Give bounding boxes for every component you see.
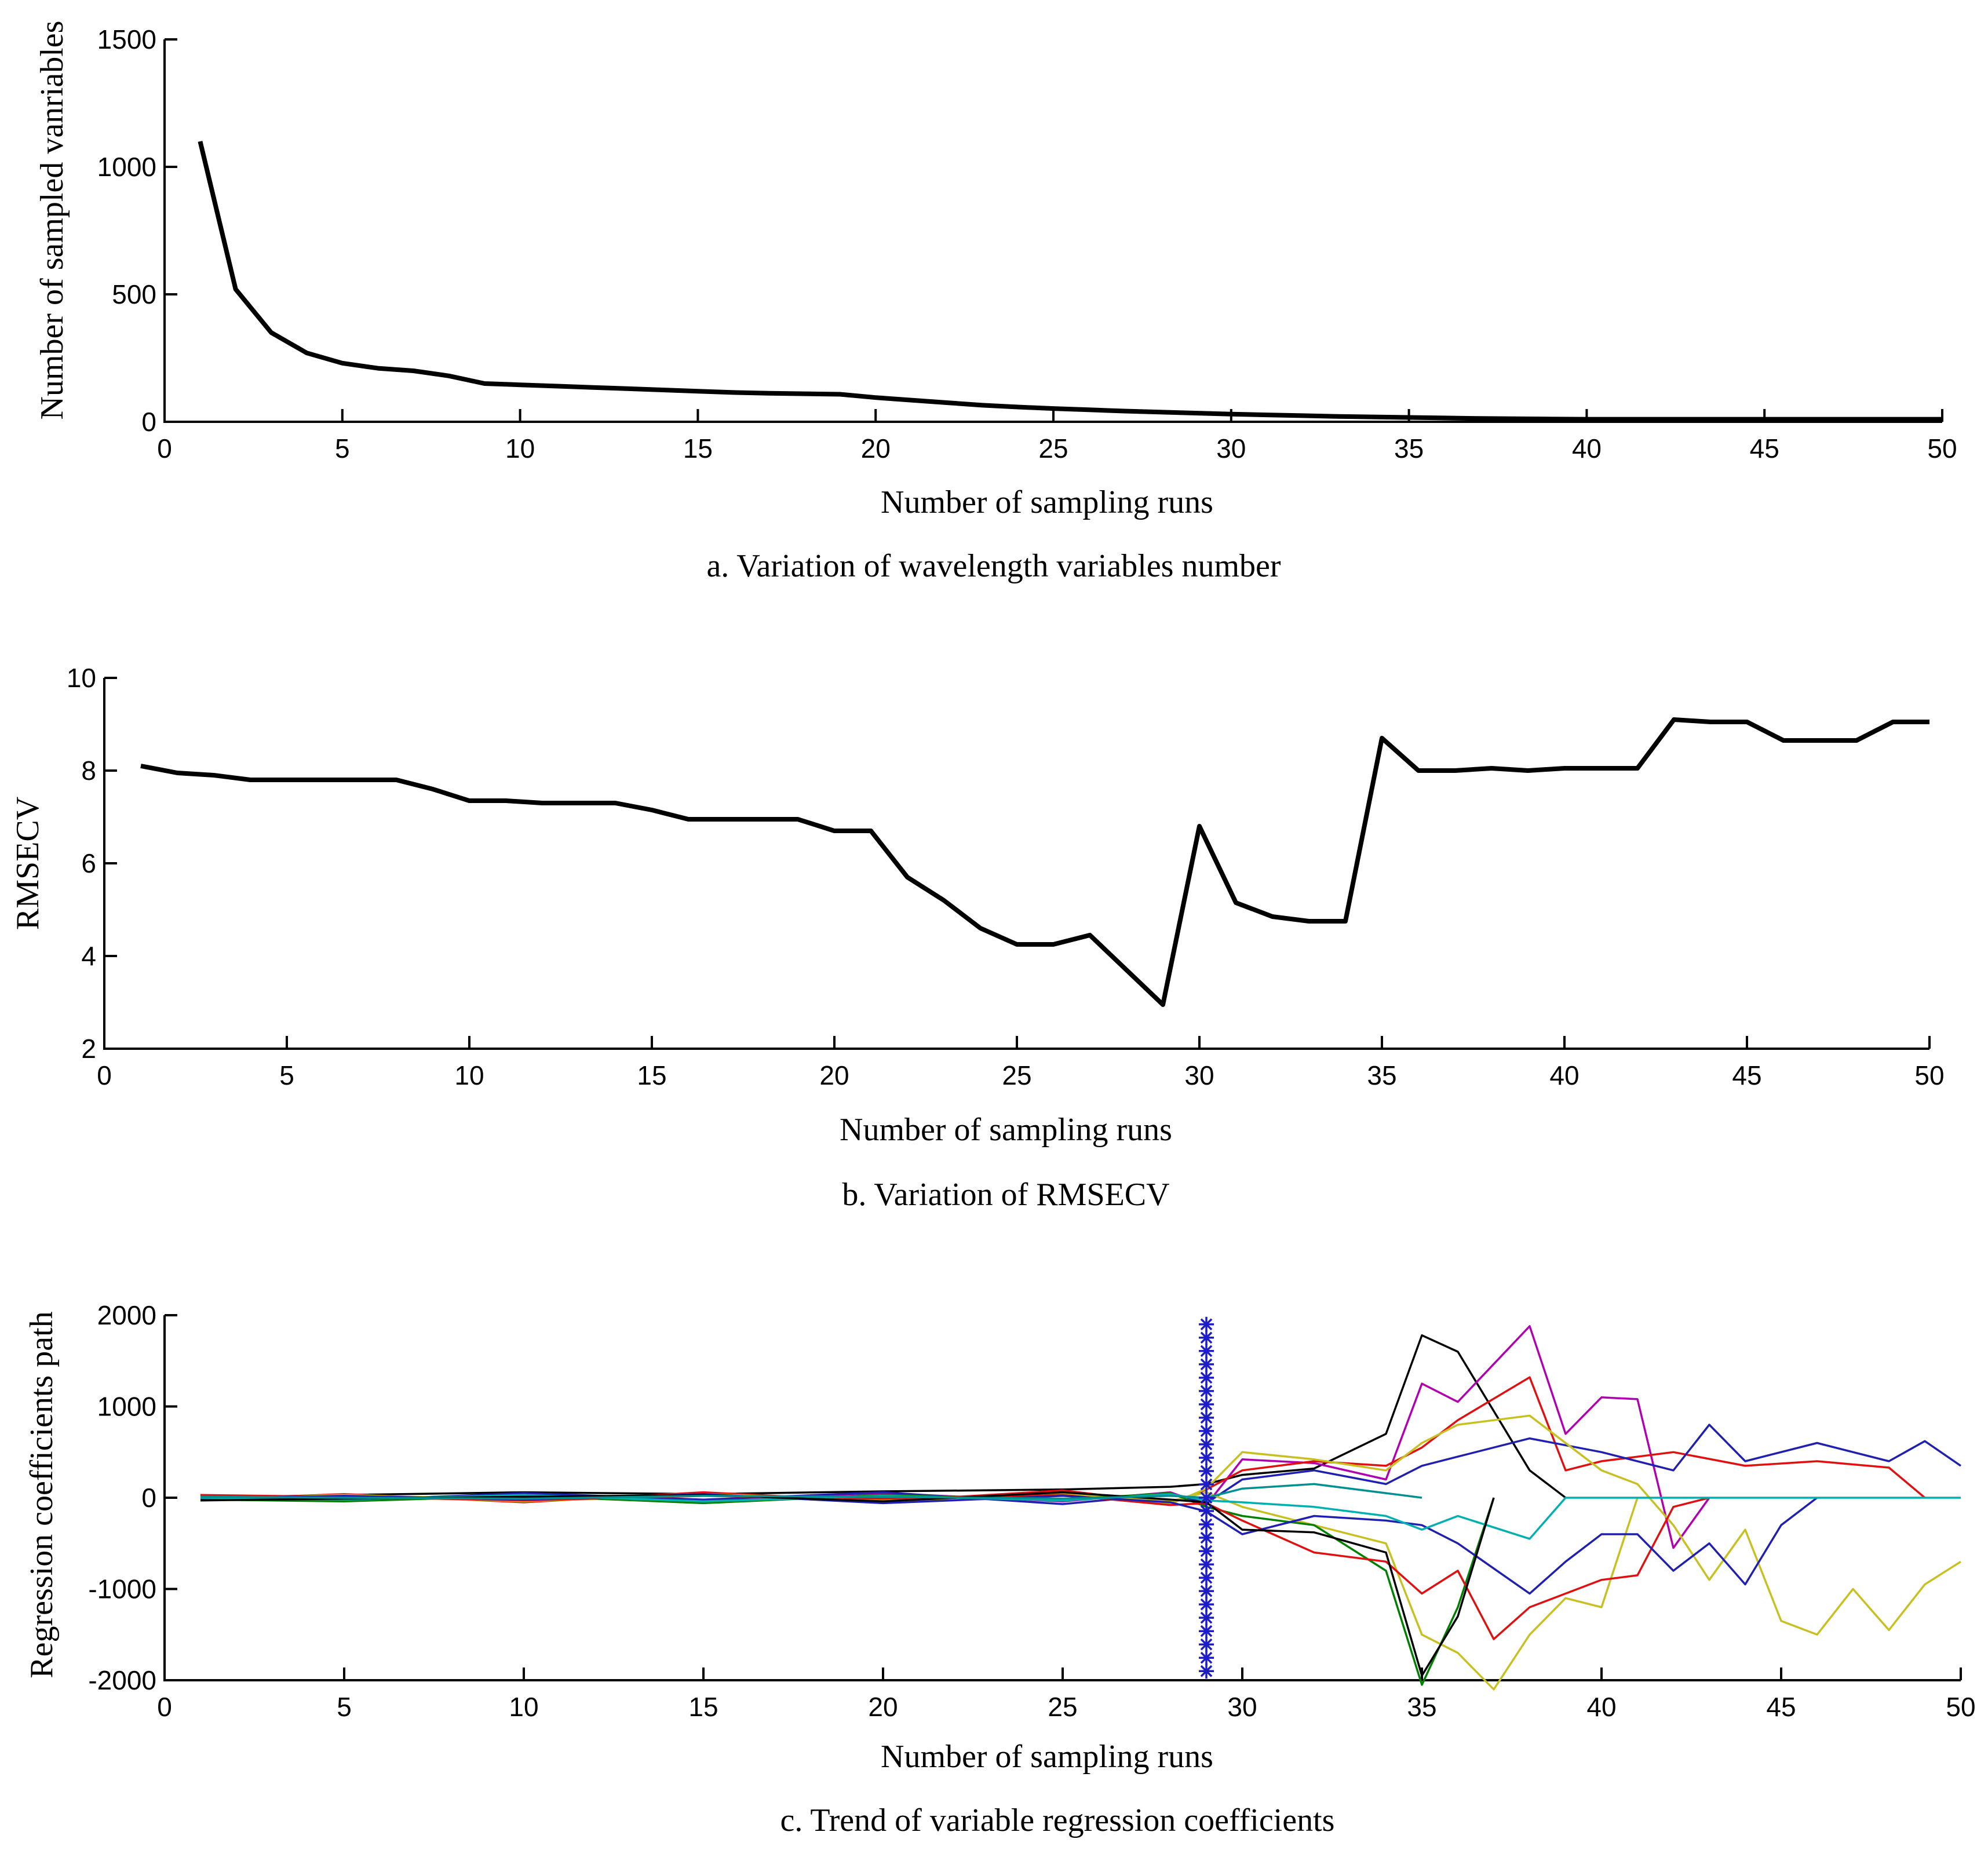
chart-b-ytick-label: 10 [67,663,96,693]
chart-b-xtick-label: 5 [279,1060,294,1090]
chart-a-series-variables [198,141,1942,422]
chart-c-xtick-label: 10 [509,1692,538,1722]
chart-a-xtick-label: 35 [1394,433,1424,464]
chart-b-xlabel: Number of sampling runs [840,1112,1172,1148]
chart-c-xtick-label: 40 [1586,1692,1616,1722]
chart-b-xtick-label: 50 [1914,1060,1944,1090]
chart-c-xtick-label: 45 [1766,1692,1796,1722]
chart-c-series-v9 [200,1493,1818,1595]
chart-b-xtick-label: 0 [97,1060,112,1090]
chart-b-ytick-label: 6 [81,848,96,878]
chart-b-series-RMSECV [140,717,1929,1007]
chart-c-xtick-label: 0 [157,1692,172,1722]
chart-b-xtick-label: 40 [1549,1060,1579,1090]
chart-c-series-v10 [200,1493,1961,1540]
chart-b-ytick-label: 2 [81,1034,96,1064]
chart-c-xtick-label: 30 [1227,1692,1257,1722]
chart-c-ytick-label: -1000 [88,1574,156,1604]
chart-c-series-v11 [200,1491,1495,1677]
chart-a-caption: a. Variation of wavelength variables num… [706,548,1281,584]
chart-c-xtick-label: 5 [337,1692,352,1722]
chart-c-ytick-label: 1000 [97,1392,156,1422]
chart-c-series-v5 [200,1414,1961,1636]
chart-b-ytick-label: 4 [81,941,96,971]
chart-b-axes [103,678,1929,1050]
chart-a-ytick-label: 1000 [97,152,156,182]
chart-c-series-v8 [200,1494,1710,1640]
chart-b: RMSECV Number of sampling runs b. Variat… [10,663,1945,1213]
chart-b-xtick-label: 20 [819,1060,849,1090]
chart-b-xtick-label: 45 [1732,1060,1761,1090]
chart-c-xlabel: Number of sampling runs [881,1739,1213,1775]
chart-a-xtick-label: 10 [505,433,535,464]
chart-b-xtick-label: 30 [1184,1060,1214,1090]
chart-b-xtick-label: 10 [454,1060,484,1090]
chart-c-series-v3 [200,1376,1926,1505]
chart-a-xtick-label: 50 [1927,433,1957,464]
chart-a-ylabel: Number of sampled vanriables [34,21,70,420]
chart-c-xtick-label: 15 [688,1692,718,1722]
chart-a-xtick-label: 25 [1038,433,1068,464]
chart-a-xtick-label: 30 [1216,433,1246,464]
chart-a-ytick-label: 500 [112,279,156,309]
chart-c: Regression coefficients path Number of s… [24,1300,1976,1838]
chart-c-ytick-label: -2000 [88,1665,156,1695]
chart-c-ytick-label: 2000 [97,1300,156,1330]
chart-c-xtick-label: 50 [1946,1692,1975,1722]
chart-a-ytick-label: 1500 [97,24,156,54]
chart-a-xtick-label: 15 [683,433,713,464]
chart-c-ytick-label: 0 [141,1483,156,1513]
chart-a: Number of sampled vanriables Number of s… [34,21,1957,584]
chart-c-ylabel: Regression coefficients path [24,1311,60,1678]
chart-c-series-v2 [200,1325,1710,1549]
chart-c-series-v6 [200,1491,1639,1691]
chart-c-series-v12 [200,1483,1422,1500]
chart-b-xtick-label: 15 [637,1060,666,1090]
chart-c-caption: c. Trend of variable regression coeffici… [780,1802,1335,1838]
chart-c-xtick-label: 35 [1407,1692,1436,1722]
chart-a-xtick-label: 45 [1750,433,1779,464]
chart-a-xtick-label: 20 [861,433,891,464]
chart-a-ytick-label: 0 [141,407,156,437]
chart-b-xtick-label: 25 [1002,1060,1031,1090]
chart-a-xtick-label: 40 [1572,433,1602,464]
chart-b-xtick-label: 35 [1367,1060,1396,1090]
chart-a-axes [163,39,1942,423]
chart-a-xtick-label: 0 [157,433,172,464]
chart-b-ylabel: RMSECV [10,797,46,930]
chart-b-caption: b. Variation of RMSECV [842,1177,1169,1213]
chart-a-xtick-label: 5 [335,433,350,464]
chart-c-xtick-label: 25 [1048,1692,1077,1722]
chart-b-ytick-label: 8 [81,756,96,786]
chart-c-xtick-label: 20 [868,1692,898,1722]
chart-a-xlabel: Number of sampling runs [881,484,1213,520]
